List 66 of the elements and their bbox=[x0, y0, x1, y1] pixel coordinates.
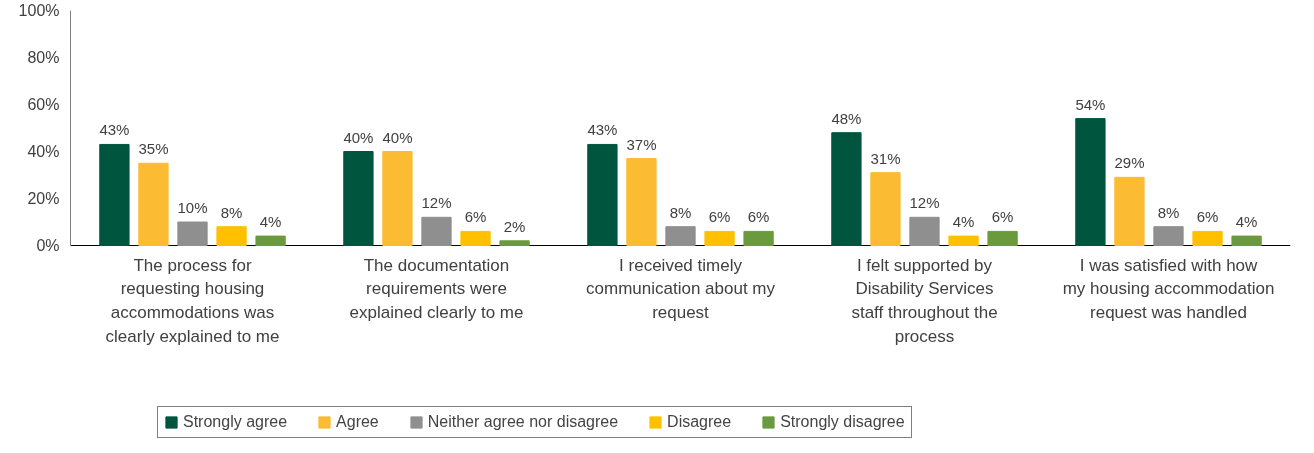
bar bbox=[626, 158, 657, 246]
x-tick-label: The documentation requirements were explained clearly to me bbox=[349, 255, 524, 322]
bar bbox=[870, 172, 901, 246]
bar bbox=[1075, 118, 1106, 246]
bar bbox=[948, 235, 979, 246]
y-tick-label: 0% bbox=[36, 237, 60, 254]
bar bbox=[499, 240, 530, 246]
bar bbox=[987, 230, 1018, 246]
bar bbox=[99, 143, 130, 246]
bar bbox=[343, 151, 374, 246]
legend-label: Agree bbox=[336, 413, 379, 431]
data-label: 54% bbox=[1075, 95, 1106, 113]
data-label: 6% bbox=[1196, 208, 1219, 226]
bar bbox=[177, 221, 208, 246]
data-label: 6% bbox=[747, 208, 770, 226]
bar bbox=[1192, 230, 1223, 246]
data-label: 12% bbox=[909, 194, 940, 212]
data-label: 2% bbox=[503, 217, 526, 235]
legend-label: Strongly agree bbox=[183, 413, 288, 431]
legend-label: Disagree bbox=[667, 413, 732, 431]
bar bbox=[138, 162, 169, 246]
bar bbox=[743, 230, 774, 246]
data-label: 8% bbox=[1157, 203, 1180, 221]
legend-label: Strongly disagree bbox=[780, 413, 905, 431]
bar bbox=[831, 132, 862, 246]
y-tick-label: 80% bbox=[27, 49, 60, 66]
bar bbox=[216, 226, 247, 246]
bar bbox=[382, 151, 413, 246]
data-label: 6% bbox=[708, 208, 731, 226]
y-tick-label: 60% bbox=[27, 96, 60, 113]
bar bbox=[704, 230, 735, 246]
data-label: 8% bbox=[220, 203, 243, 221]
y-tick-label: 100% bbox=[18, 2, 60, 19]
x-tick-label: I received timely communication about my request bbox=[586, 255, 776, 322]
x-tick-label: The process for requesting housing accommodations was clearly explained to me bbox=[105, 255, 280, 346]
bar bbox=[255, 235, 286, 246]
data-label: 12% bbox=[421, 194, 452, 212]
data-label: 37% bbox=[626, 135, 657, 153]
bar bbox=[665, 226, 696, 246]
x-tick-label: I was satisfied with how my housing accommodation request was handled bbox=[1062, 255, 1275, 322]
data-label: 31% bbox=[870, 149, 901, 167]
data-label: 6% bbox=[991, 208, 1014, 226]
y-tick-label: 20% bbox=[27, 190, 60, 207]
data-label: 48% bbox=[831, 109, 862, 127]
data-label: 43% bbox=[587, 121, 618, 139]
x-tick-label: I felt supported by Disability Services staff throughout the process bbox=[851, 255, 998, 346]
data-label: 4% bbox=[1235, 213, 1258, 231]
data-label: 4% bbox=[952, 213, 975, 231]
bar bbox=[1153, 226, 1184, 246]
bar bbox=[1231, 235, 1262, 246]
data-label: 29% bbox=[1114, 154, 1145, 172]
bar bbox=[460, 230, 491, 246]
bar bbox=[421, 216, 452, 246]
data-label: 10% bbox=[177, 199, 208, 216]
legend-label: Neither agree nor disagree bbox=[427, 413, 619, 431]
data-label: 8% bbox=[669, 203, 692, 221]
data-label: 4% bbox=[259, 213, 282, 231]
bar bbox=[909, 216, 940, 246]
data-label: 40% bbox=[382, 128, 413, 146]
data-label: 6% bbox=[464, 208, 487, 226]
y-tick-label: 40% bbox=[27, 143, 60, 160]
data-label: 35% bbox=[138, 140, 169, 158]
bar bbox=[587, 143, 618, 246]
data-label: 43% bbox=[99, 121, 130, 139]
bar bbox=[1114, 176, 1145, 246]
data-label: 40% bbox=[343, 128, 374, 146]
